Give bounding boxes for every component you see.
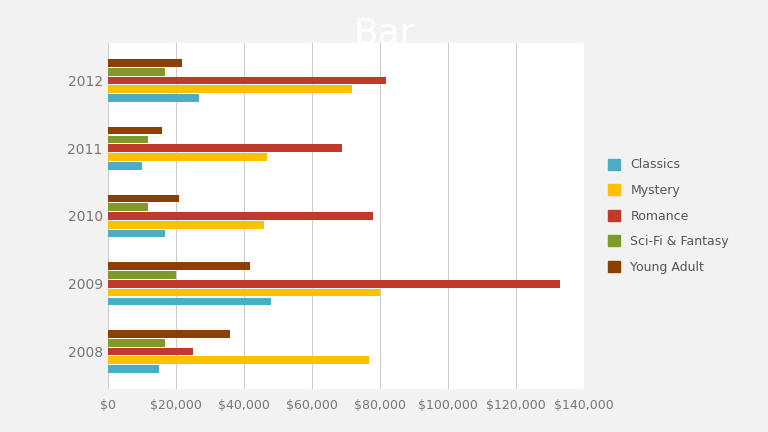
Bar [108, 330, 230, 338]
Bar [108, 339, 165, 346]
Bar [108, 94, 200, 102]
Bar [108, 289, 379, 296]
Bar [108, 280, 560, 288]
Bar [108, 298, 271, 305]
Bar [108, 68, 165, 76]
Bar [108, 221, 264, 229]
Bar [108, 230, 165, 238]
Bar [108, 144, 343, 152]
Bar [108, 365, 158, 373]
Bar [108, 162, 141, 170]
Bar [108, 127, 162, 134]
Bar [108, 212, 372, 220]
Text: Bar: Bar [353, 16, 415, 51]
Bar [108, 153, 267, 161]
Bar [108, 76, 386, 84]
Bar [108, 271, 176, 279]
Bar [108, 59, 182, 67]
Bar [108, 194, 179, 202]
Bar [108, 262, 250, 270]
Legend: Classics, Mystery, Romance, Sci-Fi & Fantasy, Young Adult: Classics, Mystery, Romance, Sci-Fi & Fan… [604, 155, 733, 277]
Bar [108, 348, 193, 356]
Bar [108, 203, 148, 211]
Bar [108, 356, 369, 364]
Bar [108, 86, 353, 93]
Bar [108, 136, 148, 143]
